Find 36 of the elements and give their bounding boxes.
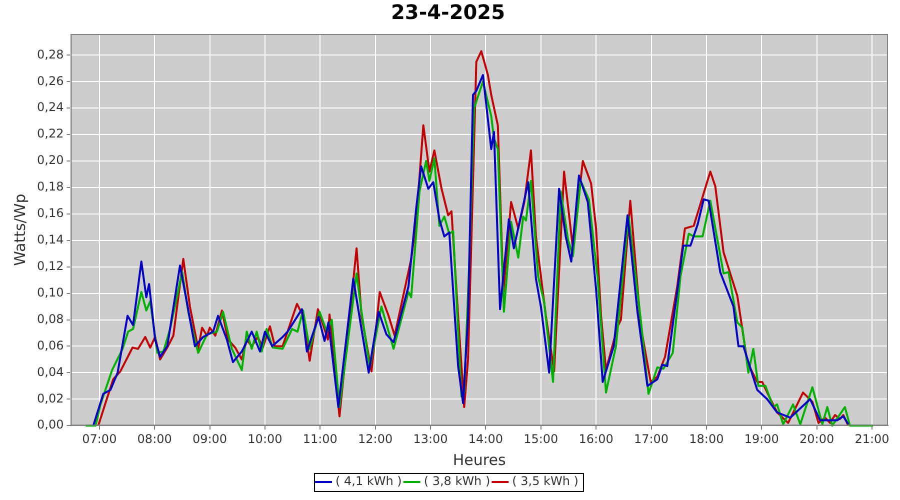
y-tick-label: 0,04 [37, 364, 64, 379]
x-tick-label: 19:00 [744, 432, 779, 446]
x-tick-label: 15:00 [524, 432, 558, 446]
x-tick-label: 09:00 [192, 432, 228, 446]
y-tick-label: 0,18 [37, 180, 64, 194]
legend-label: ( 3,5 kWh ) [512, 474, 578, 488]
x-tick-label: 08:00 [137, 432, 172, 446]
legend-label: ( 3,8 kWh ) [424, 474, 490, 488]
x-tick-label: 07:00 [82, 432, 117, 446]
x-tick-label: 12:00 [358, 432, 393, 446]
x-tick-label: 14:00 [468, 432, 503, 446]
y-tick-label: 0,12 [37, 258, 64, 273]
y-tick-label: 0,24 [37, 100, 64, 114]
x-tick-label: 21:00 [854, 432, 890, 446]
y-tick-label: 0,16 [37, 206, 64, 220]
y-tick-label: 0,06 [37, 338, 64, 352]
y-tick-label: 0,00 [37, 418, 64, 432]
x-tick-label: 10:00 [248, 432, 282, 446]
y-tick-label: 0,26 [37, 74, 64, 88]
x-tick-label: 20:00 [800, 432, 834, 446]
x-tick-label: 17:00 [634, 432, 669, 446]
y-tick-label: 0,28 [37, 47, 64, 62]
x-tick-label: 13:00 [413, 432, 448, 446]
y-tick-label: 0,02 [37, 391, 64, 406]
legend-label: ( 4,1 kWh ) [336, 474, 402, 488]
y-tick-label: 0,20 [37, 153, 64, 168]
x-axis-title: Heures [452, 450, 506, 469]
x-tick-label: 16:00 [578, 432, 614, 446]
y-tick-label: 0,22 [37, 126, 64, 141]
x-tick-label: 18:00 [689, 432, 724, 446]
y-axis-title: Watts/Wp [10, 194, 29, 266]
x-tick-label: 11:00 [302, 432, 338, 446]
chart-title: 23-4-2025 [390, 0, 506, 24]
y-tick-label: 0,14 [37, 232, 64, 247]
y-tick-label: 0,10 [37, 285, 64, 300]
y-tick-label: 0,08 [37, 312, 64, 326]
